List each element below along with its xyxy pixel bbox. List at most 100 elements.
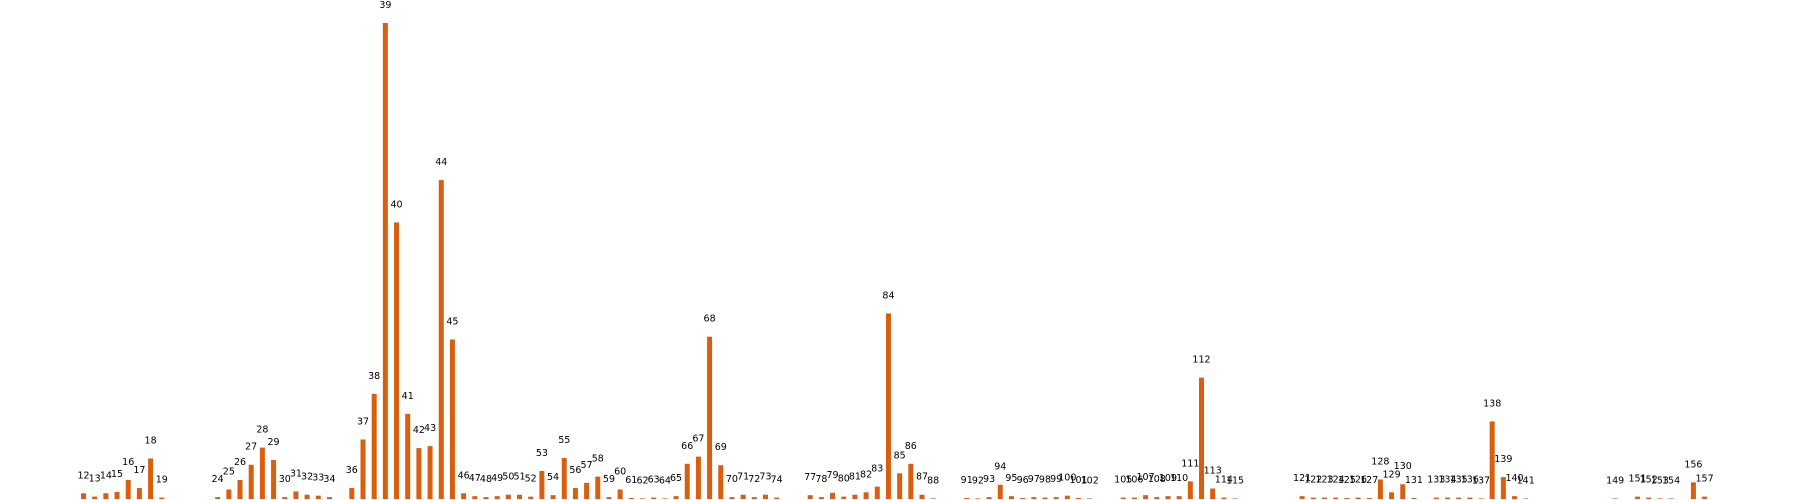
bar-125 bbox=[1344, 498, 1350, 499]
bar-label-84: 84 bbox=[882, 290, 894, 301]
bar-label-133: 133 bbox=[1427, 475, 1445, 486]
bar-label-106: 106 bbox=[1125, 475, 1143, 486]
bar-108 bbox=[1154, 497, 1160, 499]
bar-label-59: 59 bbox=[603, 474, 615, 485]
bar-label-126: 126 bbox=[1349, 475, 1367, 486]
bar-label-70: 70 bbox=[726, 474, 738, 485]
bar-39 bbox=[382, 23, 388, 499]
bar-label-82: 82 bbox=[860, 469, 872, 480]
bar-79 bbox=[830, 492, 836, 499]
bar-label-154: 154 bbox=[1662, 475, 1680, 486]
bar-53 bbox=[539, 470, 545, 499]
bar-label-107: 107 bbox=[1137, 472, 1155, 483]
bar-124 bbox=[1333, 497, 1339, 499]
bar-label-61: 61 bbox=[625, 475, 637, 486]
bar-31 bbox=[293, 491, 299, 499]
bar-94 bbox=[997, 484, 1003, 499]
bar-128 bbox=[1377, 479, 1383, 499]
bar-55 bbox=[561, 458, 567, 499]
bar-label-123: 123 bbox=[1315, 475, 1333, 486]
bar-label-128: 128 bbox=[1371, 456, 1389, 467]
bar-67 bbox=[695, 456, 701, 499]
bar-label-69: 69 bbox=[715, 442, 727, 453]
bar-59 bbox=[606, 497, 612, 499]
bar-label-33: 33 bbox=[312, 473, 324, 484]
bar-label-44: 44 bbox=[435, 157, 447, 168]
bar-label-74: 74 bbox=[771, 475, 783, 486]
bar-label-125: 125 bbox=[1338, 475, 1356, 486]
bar-label-85: 85 bbox=[894, 450, 906, 461]
bar-label-36: 36 bbox=[346, 465, 358, 476]
bar-14 bbox=[103, 493, 109, 499]
bar-label-108: 108 bbox=[1148, 474, 1166, 485]
bar-157 bbox=[1702, 496, 1708, 499]
bar-51 bbox=[517, 494, 523, 499]
bar-73 bbox=[762, 494, 768, 499]
bar-label-152: 152 bbox=[1640, 475, 1658, 486]
bar-label-87: 87 bbox=[916, 472, 928, 483]
bar-98 bbox=[1042, 497, 1048, 499]
bar-134 bbox=[1444, 497, 1450, 499]
bar-62 bbox=[640, 498, 645, 499]
bar-label-28: 28 bbox=[256, 425, 268, 436]
bar-label-138: 138 bbox=[1483, 398, 1501, 409]
bar-18 bbox=[148, 458, 154, 499]
bar-label-96: 96 bbox=[1017, 475, 1029, 486]
bar-label-52: 52 bbox=[525, 474, 537, 485]
bar-label-31: 31 bbox=[290, 468, 302, 479]
bar-71 bbox=[740, 494, 746, 499]
bar-38 bbox=[371, 393, 377, 499]
bar-label-60: 60 bbox=[614, 466, 626, 477]
bar-label-124: 124 bbox=[1327, 475, 1345, 486]
bar-19 bbox=[159, 497, 165, 499]
bar-42 bbox=[416, 448, 422, 499]
bar-25 bbox=[226, 489, 232, 499]
bar-label-101: 101 bbox=[1069, 475, 1087, 486]
bar-95 bbox=[1008, 496, 1014, 499]
bar-24 bbox=[215, 497, 221, 499]
bar-label-137: 137 bbox=[1472, 475, 1490, 486]
bar-100 bbox=[1064, 495, 1070, 499]
bar-114 bbox=[1221, 497, 1227, 499]
bar-27 bbox=[248, 464, 254, 499]
bar-122 bbox=[1310, 497, 1316, 499]
bar-102 bbox=[1087, 498, 1093, 499]
bar-label-127: 127 bbox=[1360, 475, 1378, 486]
bar-141 bbox=[1523, 498, 1529, 499]
bar-99 bbox=[1053, 497, 1059, 499]
bar-88 bbox=[930, 498, 936, 499]
bar-label-149: 149 bbox=[1606, 475, 1624, 486]
bar-50 bbox=[505, 494, 511, 499]
bar-label-25: 25 bbox=[223, 466, 235, 477]
bar-label-63: 63 bbox=[648, 475, 660, 486]
bar-label-29: 29 bbox=[268, 437, 280, 448]
bar-label-24: 24 bbox=[212, 474, 224, 485]
bar-label-113: 113 bbox=[1204, 466, 1222, 477]
bar-label-71: 71 bbox=[737, 472, 749, 483]
bar-138 bbox=[1489, 421, 1495, 499]
bar-136 bbox=[1467, 497, 1473, 499]
bar-label-111: 111 bbox=[1181, 458, 1199, 469]
bar-61 bbox=[628, 498, 634, 499]
bar-154 bbox=[1668, 498, 1674, 499]
bar-label-114: 114 bbox=[1215, 475, 1233, 486]
bar-17 bbox=[136, 488, 142, 499]
bar-36 bbox=[349, 488, 355, 499]
bar-57 bbox=[584, 482, 590, 499]
bar-78 bbox=[818, 497, 824, 499]
bar-label-72: 72 bbox=[748, 474, 760, 485]
bar-140 bbox=[1512, 496, 1518, 499]
bar-48 bbox=[483, 497, 489, 499]
bar-58 bbox=[595, 476, 601, 499]
bar-65 bbox=[673, 496, 679, 499]
bar-33 bbox=[315, 495, 321, 499]
bar-101 bbox=[1076, 498, 1082, 499]
bar-label-129: 129 bbox=[1382, 469, 1400, 480]
bar-label-105: 105 bbox=[1114, 475, 1132, 486]
bar-label-77: 77 bbox=[804, 472, 816, 483]
bar-label-156: 156 bbox=[1684, 459, 1702, 470]
bar-label-30: 30 bbox=[279, 474, 291, 485]
bar-label-153: 153 bbox=[1651, 475, 1669, 486]
